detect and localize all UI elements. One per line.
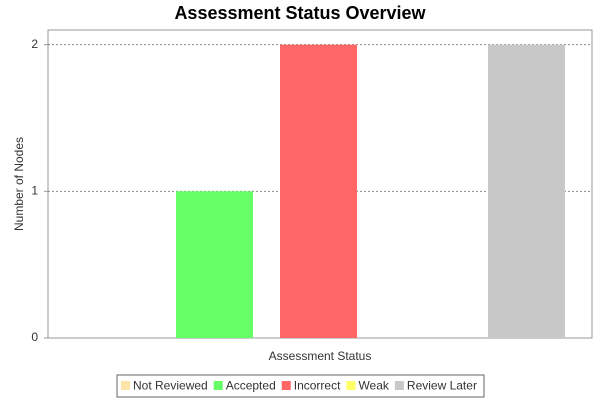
bar (176, 191, 253, 338)
legend-swatch (281, 381, 291, 390)
y-tick-label: 1 (31, 184, 38, 198)
legend-label: Review Later (407, 379, 477, 393)
legend-swatch (394, 381, 404, 390)
chart-title: Assessment Status Overview (174, 3, 426, 23)
y-tick-label: 0 (31, 330, 38, 344)
bar (280, 44, 357, 339)
legend-swatch (346, 381, 356, 390)
x-axis-label: Assessment Status (269, 349, 372, 363)
legend-label: Weak (358, 379, 389, 393)
y-axis-label: Number of Nodes (12, 137, 26, 231)
legend-swatch (213, 381, 223, 390)
y-tick-label: 2 (31, 37, 38, 51)
legend-label: Not Reviewed (133, 379, 208, 393)
legend-label: Accepted (226, 379, 276, 393)
bar (488, 44, 565, 339)
legend-swatch (121, 381, 130, 390)
legend-label: Incorrect (294, 379, 341, 393)
legend (116, 374, 485, 398)
